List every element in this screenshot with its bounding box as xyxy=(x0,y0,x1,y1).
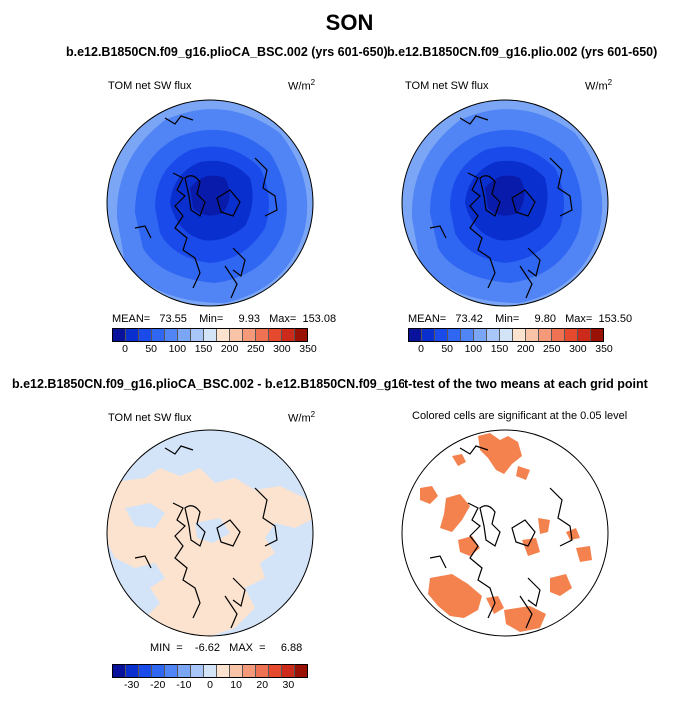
colorbar-tick-label: 0 xyxy=(418,343,424,355)
colorbar-tick-label: 20 xyxy=(256,679,269,691)
colorbar-tick-label: 100 xyxy=(168,343,187,355)
panel-1-variable-label: TOM net SW flux xyxy=(108,80,192,92)
colorbar-tick-label: 0 xyxy=(122,343,128,355)
panel-2-colorbar: 0 50 100 150 200 250 300 350 xyxy=(408,328,613,355)
colorbar-swatch xyxy=(591,329,603,341)
panel-2-title: b.e12.B1850CN.f09_g16.plio.002 (yrs 601-… xyxy=(387,45,658,59)
colorbar-tick-label: -10 xyxy=(176,679,192,691)
colorbar-swatch xyxy=(165,665,178,677)
panel-3-stats: MIN = -6.62 MAX = 6.88 xyxy=(150,642,303,654)
colorbar-swatch xyxy=(126,665,139,677)
colorbar-swatch xyxy=(526,329,539,341)
colorbar-swatch xyxy=(256,329,269,341)
colorbar-swatch xyxy=(461,329,474,341)
colorbar-swatch xyxy=(217,665,230,677)
colorbar-swatch xyxy=(269,329,282,341)
colorbar-swatch xyxy=(487,329,500,341)
colorbar-tick-label: 50 xyxy=(441,343,454,355)
colorbar-tick-label: 30 xyxy=(282,679,295,691)
colorbar-swatch xyxy=(474,329,487,341)
colorbar-swatch xyxy=(204,665,217,677)
colorbar-tick-label: 350 xyxy=(595,343,613,355)
colorbar-swatch xyxy=(191,665,204,677)
panel-3-colorbar: -30 -20 -10 0 10 20 30 xyxy=(112,664,308,691)
colorbar-tick-label: 0 xyxy=(207,679,213,691)
colorbar-swatch xyxy=(230,665,243,677)
colorbar-swatch xyxy=(448,329,461,341)
colorbar-swatch xyxy=(435,329,448,341)
colorbar-tick-label: 300 xyxy=(273,343,291,355)
colorbar-swatch xyxy=(139,329,152,341)
colorbar-tick-label: 250 xyxy=(542,343,561,355)
colorbar-swatch xyxy=(139,665,152,677)
panel-3-difference-map xyxy=(106,429,314,637)
panel-1-polar-map xyxy=(106,99,314,307)
panel-4-title: t-test of the two means at each grid poi… xyxy=(404,377,648,391)
colorbar-swatch xyxy=(565,329,578,341)
colorbar-tick-label: 200 xyxy=(516,343,535,355)
colorbar-tick-label: 350 xyxy=(299,343,317,355)
colorbar-tick-label: -30 xyxy=(124,679,140,691)
colorbar-tick-label: 300 xyxy=(569,343,587,355)
colorbar-swatch xyxy=(256,665,269,677)
panel-4-significance-map xyxy=(401,429,609,637)
panel-3-title: b.e12.B1850CN.f09_g16.plioCA_BSC.002 - b… xyxy=(12,377,404,391)
colorbar-swatch xyxy=(217,329,230,341)
colorbar-swatch xyxy=(204,329,217,341)
colorbar-swatch xyxy=(230,329,243,341)
panel-1-title: b.e12.B1850CN.f09_g16.plioCA_BSC.002 (yr… xyxy=(66,45,388,59)
colorbar-swatch xyxy=(113,665,126,677)
colorbar-tick-label: 250 xyxy=(246,343,265,355)
colorbar-swatch xyxy=(295,665,307,677)
colorbar-swatch xyxy=(243,665,256,677)
colorbar-tick-label: 200 xyxy=(220,343,239,355)
colorbar-swatch xyxy=(422,329,435,341)
colorbar-swatch xyxy=(178,665,191,677)
panel-1-colorbar: 0 50 100 150 200 250 300 350 xyxy=(112,328,317,355)
colorbar-tick-label: 150 xyxy=(194,343,213,355)
figure-title: SON xyxy=(325,10,374,35)
panel-1-stats: MEAN= 73.55 Min= 9.93 Max= 153.08 xyxy=(112,313,337,325)
colorbar-swatch xyxy=(165,329,178,341)
colorbar-swatch xyxy=(126,329,139,341)
colorbar-swatch xyxy=(295,329,307,341)
panel-1-units-label: W/m2 xyxy=(288,78,316,93)
colorbar-swatch xyxy=(152,665,165,677)
colorbar-swatch xyxy=(191,329,204,341)
colorbar-swatch xyxy=(409,329,422,341)
colorbar-swatch xyxy=(578,329,591,341)
colorbar-swatch xyxy=(282,329,295,341)
colorbar-swatch xyxy=(513,329,526,341)
colorbar-tick-label: 10 xyxy=(230,679,242,691)
colorbar-tick-label: 50 xyxy=(145,343,158,355)
colorbar-tick-label: 150 xyxy=(490,343,509,355)
colorbar-swatch xyxy=(243,329,256,341)
colorbar-swatch xyxy=(500,329,513,341)
panel-2-polar-map xyxy=(401,99,609,307)
panel-4-significance-label: Colored cells are significant at the 0.0… xyxy=(412,410,628,422)
colorbar-swatch xyxy=(113,329,126,341)
colorbar-swatch xyxy=(552,329,565,341)
colorbar-swatch xyxy=(269,665,282,677)
colorbar-tick-label: 100 xyxy=(464,343,483,355)
panel-2-units-label: W/m2 xyxy=(585,78,613,93)
colorbar-swatch xyxy=(178,329,191,341)
colorbar-swatch xyxy=(282,665,295,677)
panel-3-units-label: W/m2 xyxy=(288,410,316,425)
panel-3-variable-label: TOM net SW flux xyxy=(108,412,192,424)
colorbar-tick-label: -20 xyxy=(150,679,166,691)
colorbar-swatch xyxy=(152,329,165,341)
panel-2-stats: MEAN= 73.42 Min= 9.80 Max= 153.50 xyxy=(408,313,633,325)
panel-2-variable-label: TOM net SW flux xyxy=(405,80,489,92)
colorbar-swatch xyxy=(539,329,552,341)
